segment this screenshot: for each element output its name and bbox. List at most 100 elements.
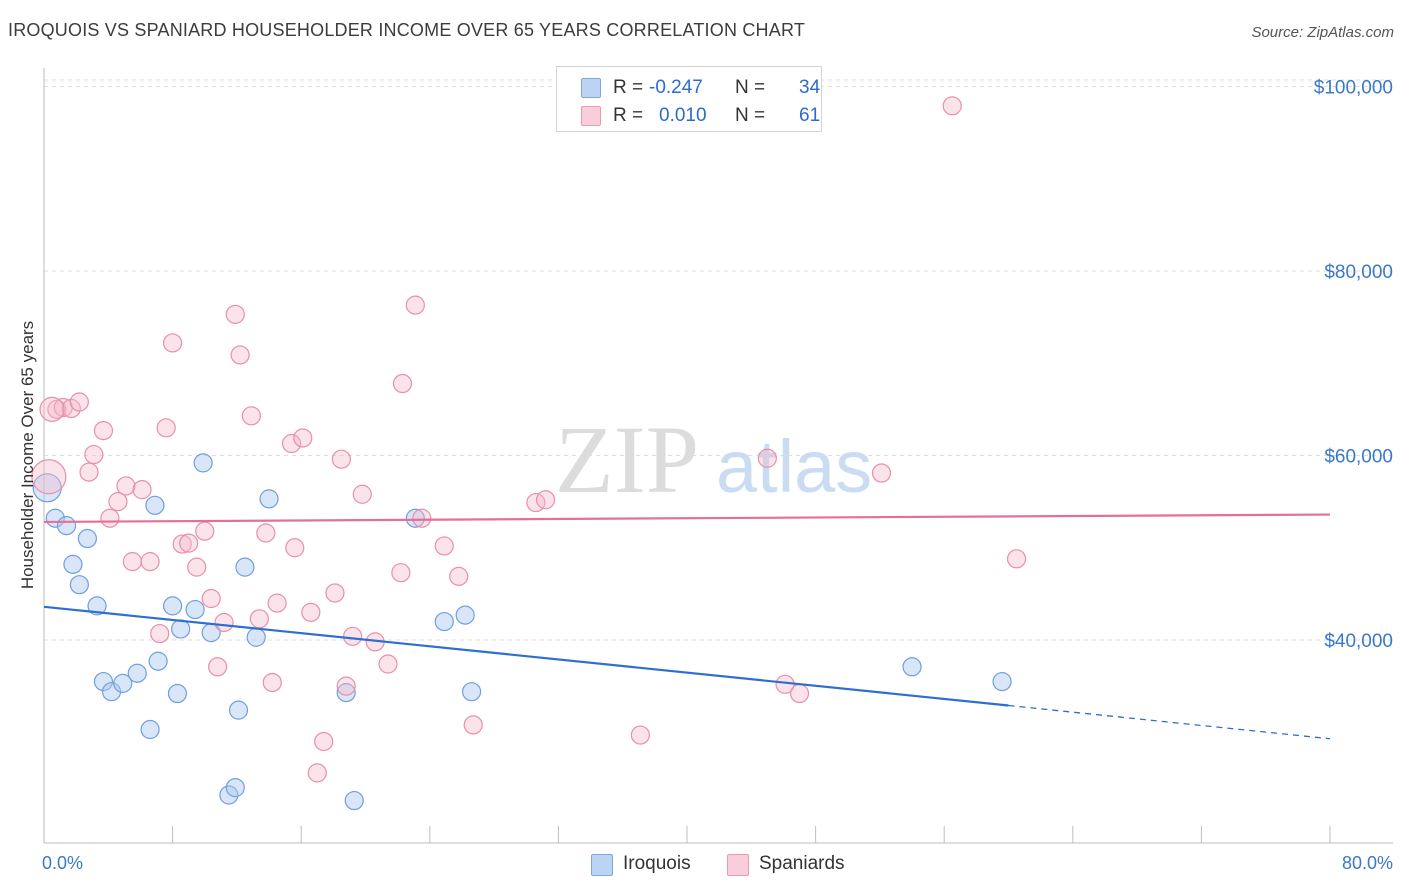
spaniards-point — [256, 523, 276, 543]
iroquois-point — [93, 671, 114, 692]
spaniards-trend-line — [43, 513, 1331, 524]
legend-n-label: N = — [735, 77, 766, 98]
spaniards-point — [108, 492, 128, 512]
spaniards-point — [69, 392, 89, 412]
spaniards-point — [281, 433, 302, 454]
iroquois-point — [455, 605, 475, 625]
iroquois-point — [167, 683, 188, 704]
iroquois-trend-line — [43, 605, 1009, 707]
spaniards-point — [214, 612, 234, 633]
iroquois-point — [87, 596, 107, 616]
iroquois-point — [405, 508, 425, 528]
spaniards-point — [262, 672, 282, 693]
spaniards-point — [336, 676, 356, 696]
spaniards-point — [230, 345, 250, 365]
spaniards-legend-swatch — [727, 854, 749, 876]
iroquois-trend-extension — [1008, 704, 1331, 740]
iroquois-point — [228, 700, 249, 720]
spaniards-point — [463, 715, 483, 735]
iroquois-swatch — [581, 78, 601, 98]
iroquois-point — [434, 611, 454, 632]
spaniards-point — [630, 725, 650, 745]
spaniards-point — [208, 657, 228, 677]
watermark-atlas: atlas — [716, 425, 872, 508]
spaniards-point — [201, 588, 221, 609]
spaniards-point — [140, 552, 160, 572]
x-tick-label-end: 80.0% — [1342, 853, 1393, 873]
spaniards-point — [249, 609, 270, 629]
legend-n-value: 34 — [799, 77, 821, 98]
legend-r-value: -0.247 — [649, 77, 703, 98]
y-tick-label: $40,000 — [1324, 631, 1393, 652]
iroquois-point — [127, 663, 147, 683]
legend-r-label: R = — [613, 105, 644, 126]
iroquois-point — [185, 599, 205, 620]
spaniards-point — [122, 552, 143, 572]
iroquois-point — [69, 575, 89, 595]
x-tick-label-start: 0.0% — [42, 853, 83, 873]
spaniards-point — [156, 418, 176, 438]
iroquois-point — [336, 683, 356, 703]
y-axis-label: Householder Income Over 65 years — [18, 321, 37, 589]
spaniards-point — [84, 444, 104, 465]
iroquois-point — [77, 528, 98, 549]
spaniards-point — [871, 463, 892, 483]
iroquois-point — [992, 671, 1012, 692]
spaniards-point — [285, 538, 305, 558]
spaniards-point — [307, 763, 327, 783]
legend-r-value: 0.010 — [659, 105, 707, 126]
watermark-zip: ZIP — [555, 406, 699, 513]
correlation-legend: R = -0.247 N = 34 R = 0.010 N = 61 — [556, 66, 822, 132]
iroquois-point — [163, 596, 183, 616]
iroquois-point — [171, 619, 191, 639]
iroquois-point — [235, 557, 255, 577]
spaniards-point — [301, 602, 321, 622]
spaniards-point — [405, 295, 425, 315]
iroquois-legend-swatch — [591, 854, 613, 876]
spaniards-point — [100, 508, 120, 528]
chart-title: IROQUOIS VS SPANIARD HOUSEHOLDER INCOME … — [8, 20, 806, 40]
iroquois-point — [63, 554, 83, 574]
iroquois-point — [113, 673, 133, 693]
spaniards-point — [31, 459, 67, 495]
iroquois-point — [219, 785, 239, 805]
spaniards-point — [434, 536, 454, 556]
iroquois-point — [259, 489, 279, 509]
y-tick-label: $60,000 — [1324, 447, 1393, 468]
y-tick-labels: $100,000 $80,000 $60,000 $40,000 — [1314, 77, 1393, 652]
spaniards-point — [535, 490, 556, 510]
spaniards-point — [942, 96, 962, 116]
spaniards-point — [187, 557, 207, 577]
spaniards-point — [314, 731, 334, 752]
legend-n-value: 61 — [799, 105, 821, 126]
spaniards-point — [132, 480, 152, 500]
spaniards-swatch — [581, 106, 601, 126]
iroquois-point — [193, 453, 213, 473]
iroquois-point — [140, 719, 160, 740]
y-tick-label: $80,000 — [1324, 262, 1393, 283]
spaniards-point — [116, 476, 136, 496]
spaniards-point — [225, 304, 245, 324]
spaniards-point — [150, 623, 170, 644]
spaniards-point — [789, 683, 810, 704]
spaniards-point — [267, 593, 287, 613]
y-tick-label: $100,000 — [1314, 77, 1393, 98]
legend-n-label: N = — [735, 105, 766, 126]
spaniards-point — [39, 396, 65, 422]
spaniards-point — [179, 533, 199, 553]
axes — [43, 68, 1393, 844]
spaniards-point — [391, 563, 411, 583]
spaniards-point — [378, 654, 398, 674]
data-points — [31, 96, 1027, 811]
legend-r-label: R = — [613, 77, 644, 98]
iroquois-point — [56, 516, 77, 536]
iroquois-point — [225, 778, 245, 798]
spaniards-point — [449, 566, 469, 586]
iroquois-point — [344, 790, 364, 811]
spaniards-point — [392, 373, 413, 394]
iroquois-point — [246, 627, 266, 647]
spaniards-point — [172, 534, 192, 554]
iroquois-legend-label: Iroquois — [623, 853, 691, 874]
iroquois-point — [461, 682, 482, 702]
